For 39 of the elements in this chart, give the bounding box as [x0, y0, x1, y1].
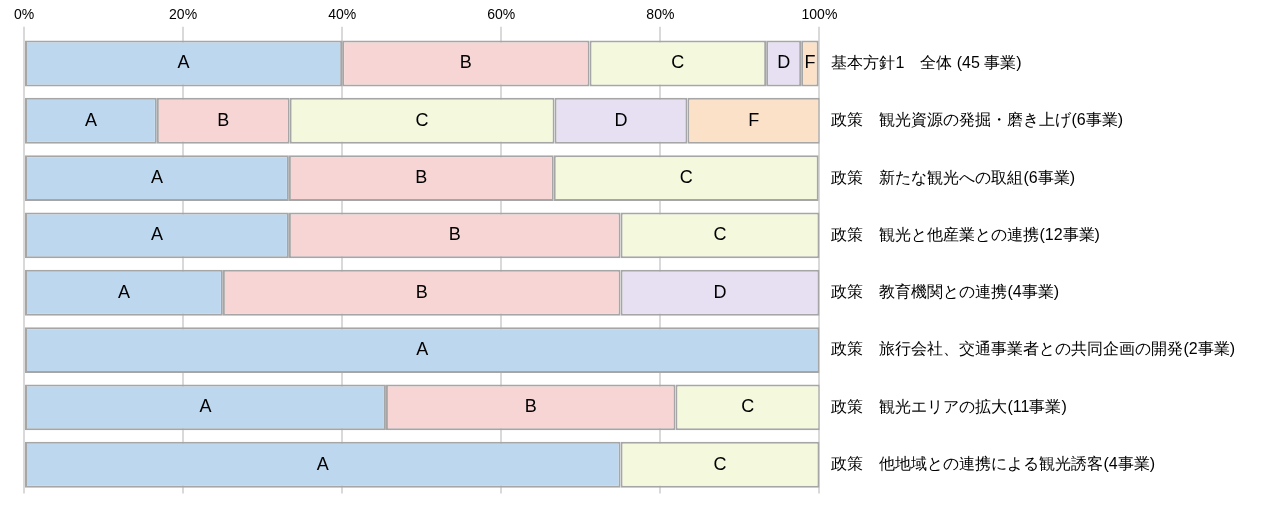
y-tick-label: 政策 観光と他産業との連携(12事業)	[831, 225, 1100, 243]
text: B	[459, 52, 472, 73]
series-label: F	[804, 52, 816, 73]
y-tick-label: 政策 観光資源の発掘・磨き上げ(6事業)	[831, 111, 1124, 129]
y-tick-label: 政策 他地域との連携による観光誘客(4事業)	[831, 455, 1156, 473]
text: A	[177, 52, 190, 73]
text: F	[748, 109, 760, 130]
x-tick-label: 100%	[801, 6, 838, 23]
series-label: C	[741, 396, 755, 417]
series-label: B	[524, 396, 537, 417]
text: A	[150, 167, 163, 188]
y-tick-label: 政策 教育機関との連携(4事業)	[831, 283, 1060, 301]
series-label: A	[416, 339, 429, 360]
y-tick-label: 基本方針1 全体 (45 事業)	[831, 53, 1022, 71]
text: B	[415, 167, 428, 188]
text: C	[415, 109, 429, 130]
text: B	[448, 224, 461, 245]
y-tick-label: 政策 観光エリアの拡大(11事業)	[831, 397, 1067, 415]
x-tick-label: 20%	[169, 6, 198, 23]
text: C	[713, 224, 727, 245]
text: C	[713, 453, 727, 474]
y-tick-label: 政策 旅行会社、交通事業者との共同企画の開発(2事業)	[831, 340, 1236, 358]
text: A	[84, 109, 97, 130]
text: A	[316, 453, 329, 474]
x-tick-label: 80%	[646, 6, 675, 23]
x-tick-label: 60%	[487, 6, 516, 23]
series-label: D	[777, 52, 791, 73]
text: B	[217, 109, 230, 130]
text: A	[150, 224, 163, 245]
x-tick-label: 0%	[13, 6, 35, 23]
text: D	[713, 281, 727, 302]
text: C	[671, 52, 685, 73]
text: D	[614, 109, 628, 130]
y-tick-label: 政策 新たな観光への取組(6事業)	[831, 168, 1076, 186]
text: A	[117, 281, 130, 302]
x-tick-label: 40%	[328, 6, 357, 23]
text: A	[199, 396, 212, 417]
text: C	[679, 167, 693, 188]
text: B	[415, 281, 428, 302]
